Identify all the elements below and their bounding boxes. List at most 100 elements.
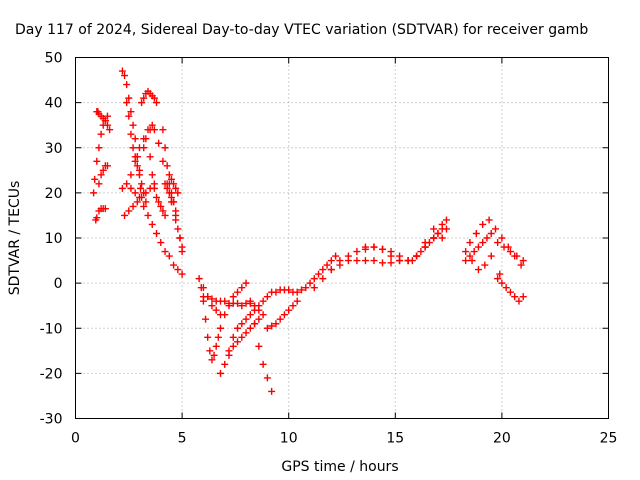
data-point <box>259 311 267 319</box>
data-point <box>483 234 491 242</box>
data-point <box>315 270 323 278</box>
data-point <box>90 189 98 197</box>
data-point <box>234 324 242 332</box>
data-point <box>150 184 158 192</box>
data-point <box>208 356 216 364</box>
data-point <box>229 342 237 350</box>
series-arc-29 <box>466 216 525 269</box>
data-point <box>101 117 109 125</box>
data-point <box>118 67 126 75</box>
data-point <box>129 144 137 152</box>
data-point <box>474 243 482 251</box>
data-point <box>268 322 276 330</box>
data-point <box>125 94 133 102</box>
data-point <box>462 248 470 256</box>
data-point <box>155 139 163 147</box>
data-point <box>221 311 229 319</box>
data-point <box>161 248 169 256</box>
data-point <box>129 202 137 210</box>
data-point <box>167 193 175 201</box>
data-point <box>259 297 267 305</box>
series-arc-10 <box>133 153 150 206</box>
data-point <box>103 112 111 120</box>
data-point <box>202 315 210 323</box>
data-point <box>353 248 361 256</box>
data-point <box>221 360 229 368</box>
data-point <box>479 220 487 228</box>
data-point <box>135 166 143 174</box>
data-point <box>142 135 150 143</box>
data-point <box>163 162 171 170</box>
data-point <box>138 99 146 107</box>
data-point <box>259 360 267 368</box>
data-point <box>302 284 310 292</box>
data-point <box>133 162 141 170</box>
series-arc-4 <box>95 162 111 188</box>
data-point <box>234 338 242 346</box>
series-arc-28 <box>462 239 527 274</box>
series-arc-27 <box>408 225 450 265</box>
data-point <box>123 99 131 107</box>
plot-frame <box>75 57 609 419</box>
data-point <box>127 130 135 138</box>
y-tick-label: 0 <box>54 276 63 292</box>
data-point <box>353 257 361 265</box>
data-point <box>442 225 450 233</box>
data-point <box>336 261 344 269</box>
data-point <box>327 257 335 265</box>
data-point <box>246 299 254 307</box>
data-point <box>204 293 212 301</box>
data-point <box>466 239 474 247</box>
x-tick-label: 5 <box>178 431 187 447</box>
x-axis-label: GPS time / hours <box>281 459 398 475</box>
data-point <box>121 211 129 219</box>
series-arc-22 <box>255 252 340 314</box>
data-point <box>344 257 352 265</box>
data-point <box>167 175 175 183</box>
series-arc-8 <box>121 180 158 219</box>
data-point <box>234 299 242 307</box>
data-point <box>272 288 280 296</box>
data-point <box>255 315 263 323</box>
data-point <box>129 121 137 129</box>
data-point <box>127 171 135 179</box>
data-point <box>153 99 161 107</box>
data-point <box>408 257 416 265</box>
series-arc-20 <box>216 306 259 377</box>
data-point <box>212 342 220 350</box>
data-point <box>208 295 216 303</box>
data-point <box>155 198 163 206</box>
series-arc-9 <box>127 184 186 278</box>
data-point <box>421 243 429 251</box>
data-point <box>285 286 293 294</box>
data-point <box>276 315 284 323</box>
axis-ticks <box>75 57 609 419</box>
data-point <box>485 216 493 224</box>
data-point <box>504 243 512 251</box>
series-arc-30 <box>462 229 495 265</box>
data-point <box>238 302 246 310</box>
x-tick-label: 10 <box>280 431 298 447</box>
data-point <box>101 205 109 213</box>
y-tick-label: -10 <box>40 321 63 337</box>
data-point <box>468 257 476 265</box>
y-tick-label: 10 <box>45 231 63 247</box>
data-point <box>165 252 173 260</box>
data-point <box>502 284 510 292</box>
data-point <box>178 270 186 278</box>
data-point <box>153 229 161 237</box>
series-arc-18 <box>197 284 224 364</box>
data-point <box>263 293 271 301</box>
data-point <box>498 234 506 242</box>
data-point <box>272 320 280 328</box>
data-point <box>238 284 246 292</box>
data-point <box>263 324 271 332</box>
data-point <box>161 144 169 152</box>
data-point <box>379 259 387 267</box>
data-point <box>131 157 139 165</box>
data-point <box>434 229 442 237</box>
data-point <box>172 211 180 219</box>
data-point <box>246 311 254 319</box>
data-point <box>214 333 222 341</box>
